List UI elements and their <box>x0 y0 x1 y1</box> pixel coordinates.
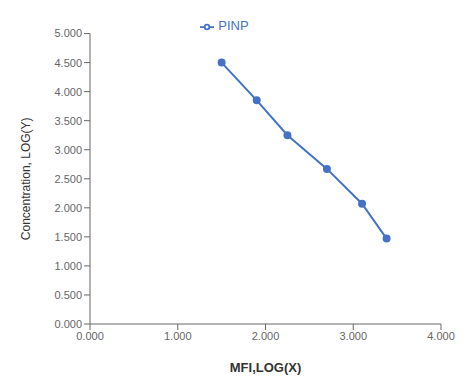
svg-text:2.000: 2.000 <box>252 330 280 342</box>
svg-text:MFI,LOG(X): MFI,LOG(X) <box>230 360 302 375</box>
svg-text:Concentration, LOG(Y): Concentration, LOG(Y) <box>19 117 33 240</box>
svg-text:0.000: 0.000 <box>76 330 104 342</box>
html-text:PINP: PINP <box>218 18 249 33</box>
svg-text:5.000: 5.000 <box>54 27 82 39</box>
svg-text:1.000: 1.000 <box>164 330 192 342</box>
svg-text:4.500: 4.500 <box>54 57 82 69</box>
svg-text:3.500: 3.500 <box>54 115 82 127</box>
svg-text:0.500: 0.500 <box>54 289 82 301</box>
svg-text:1.000: 1.000 <box>54 260 82 272</box>
svg-text:4.000: 4.000 <box>54 86 82 98</box>
svg-text:4.000: 4.000 <box>427 330 455 342</box>
svg-text:2.000: 2.000 <box>54 202 82 214</box>
svg-text:3.000: 3.000 <box>54 144 82 156</box>
svg-text:3.000: 3.000 <box>339 330 367 342</box>
svg-text:2.500: 2.500 <box>54 173 82 185</box>
svg-text:1.500: 1.500 <box>54 231 82 243</box>
svg-text:0.000: 0.000 <box>54 318 82 330</box>
